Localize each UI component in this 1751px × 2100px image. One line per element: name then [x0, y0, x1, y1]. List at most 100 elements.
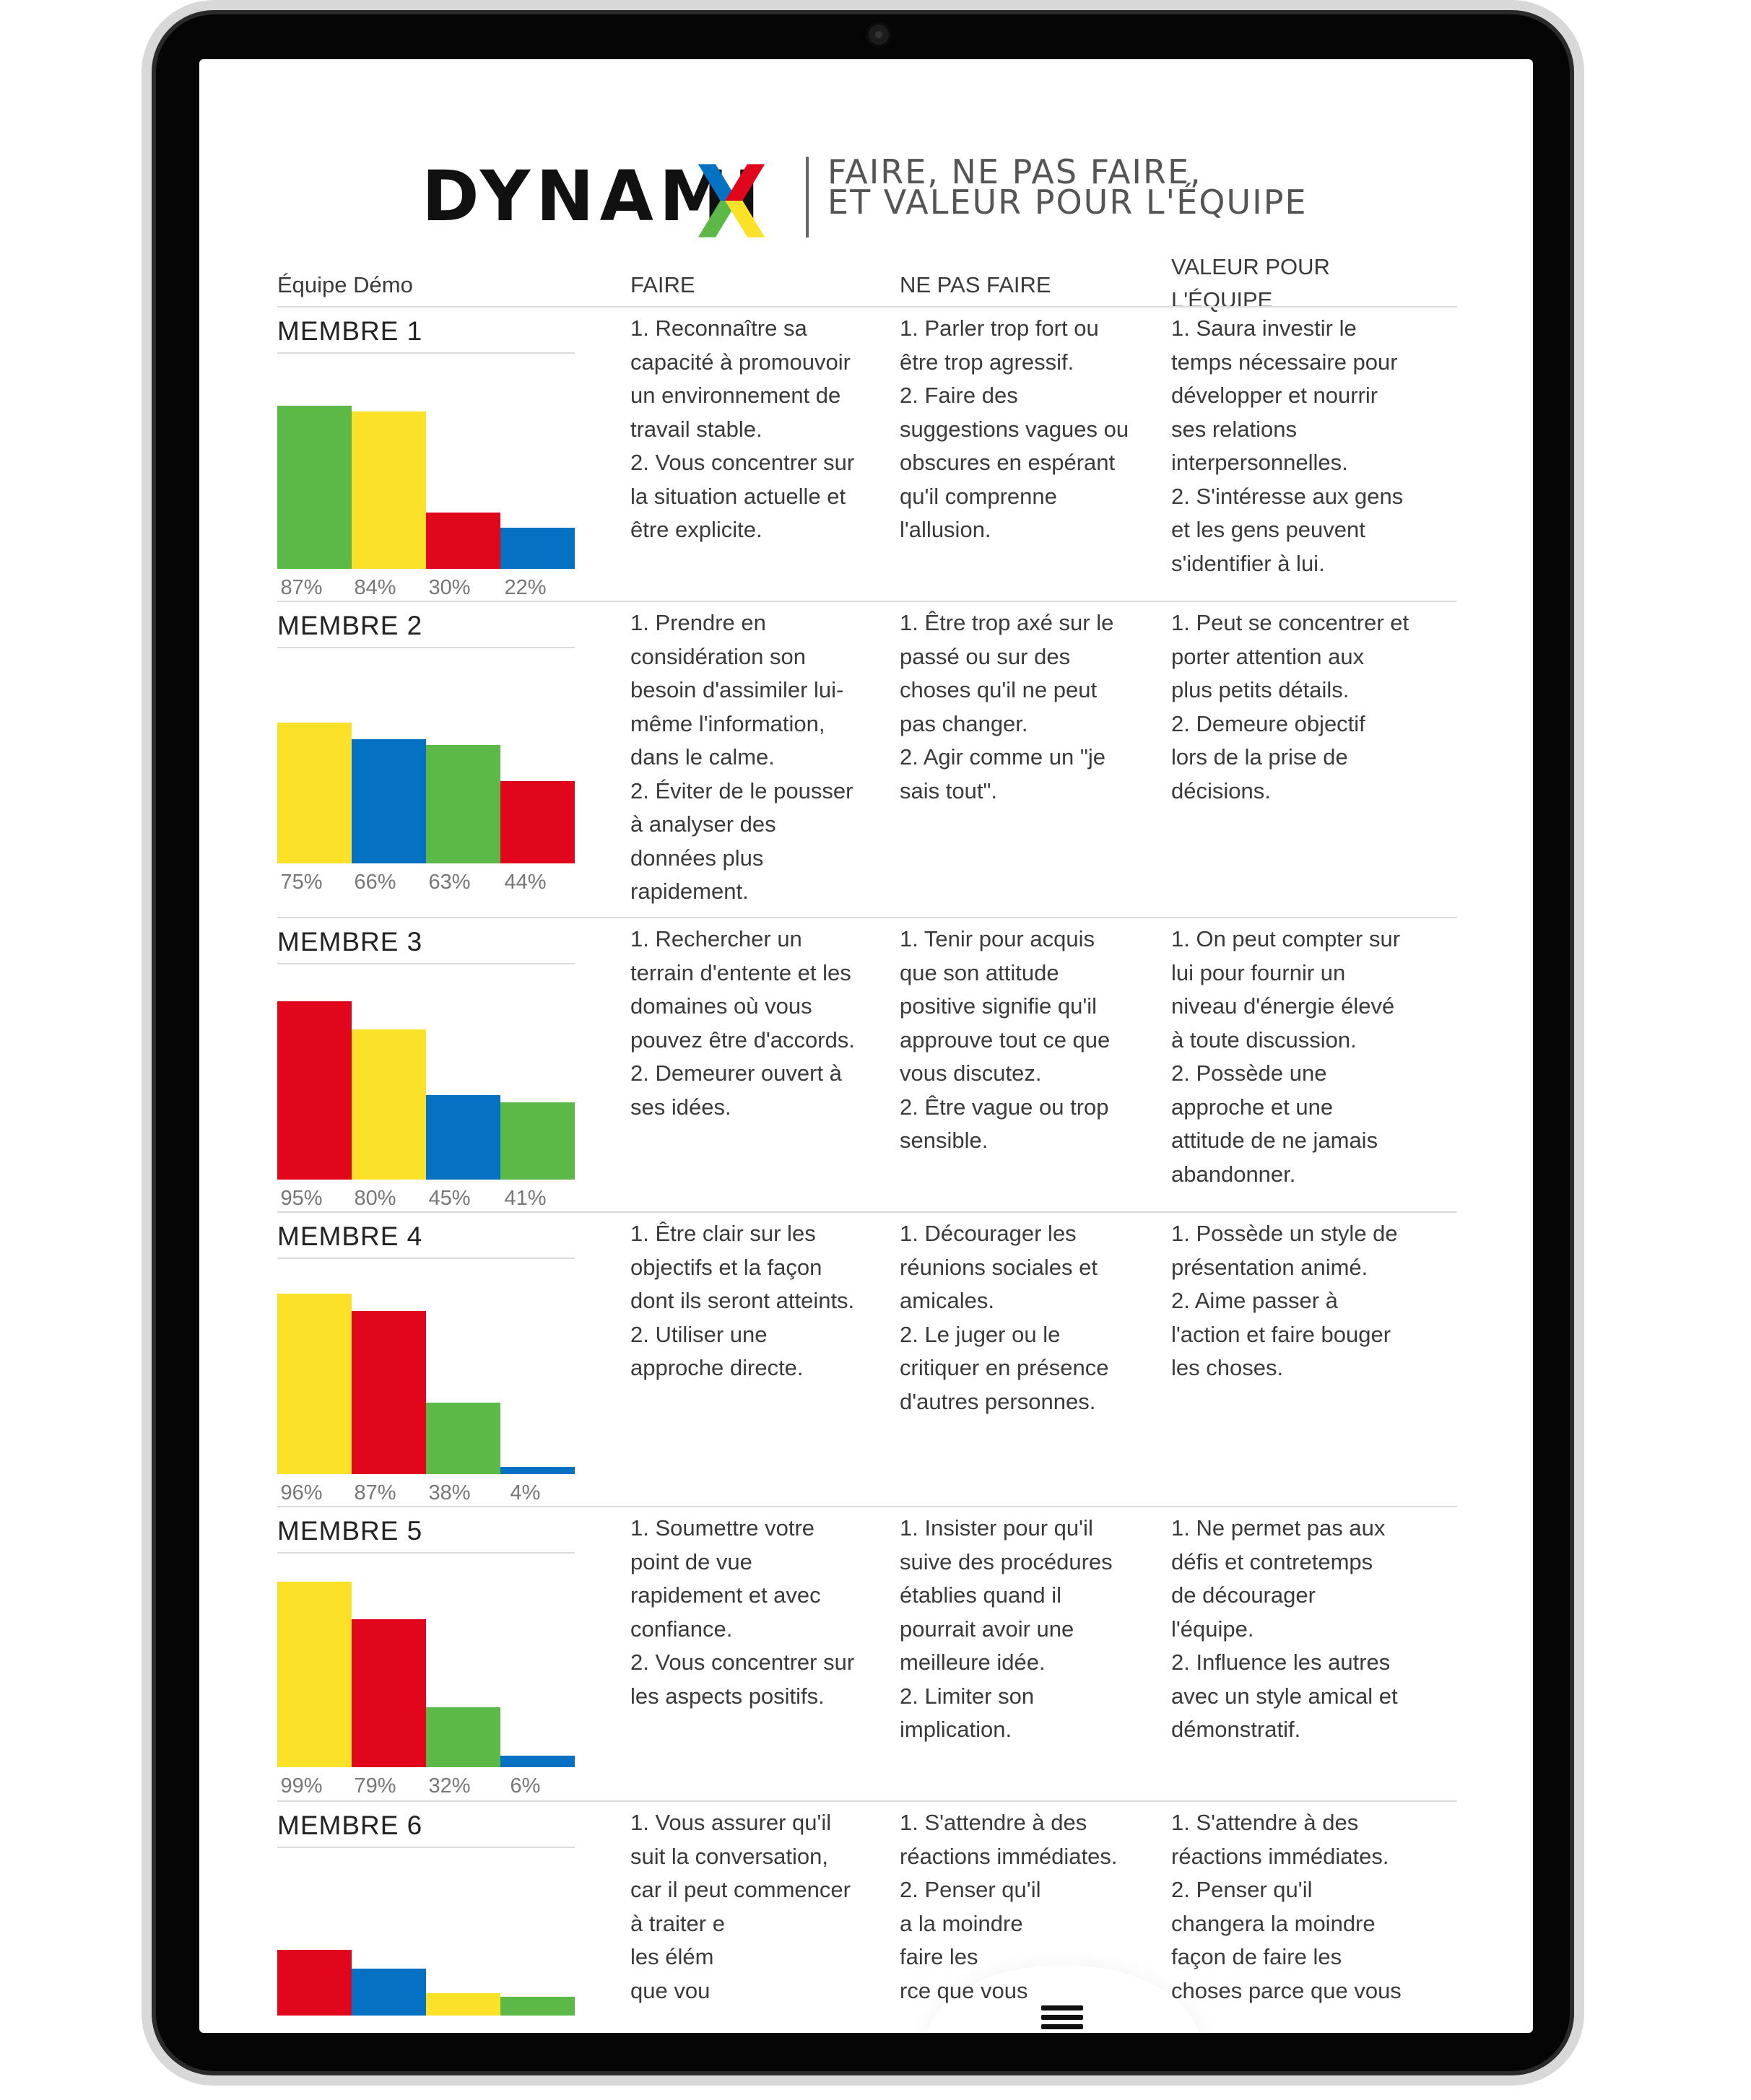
member-bar-chart	[277, 1286, 575, 1474]
cell-valeur: 1. Possède un style de présentation anim…	[1171, 1221, 1398, 1380]
bar-percentage-label: 75%	[280, 871, 323, 894]
bar-percentage-label: 38%	[428, 1481, 471, 1504]
column-header-faire: FAIRE	[630, 272, 695, 297]
bar-percentage-label: 87%	[354, 1481, 396, 1504]
member-name: MEMBRE 1	[277, 316, 423, 346]
bar-green	[500, 1102, 575, 1180]
bar-red	[352, 1619, 426, 1767]
bar-yellow	[352, 411, 426, 569]
bar-blue	[426, 1095, 500, 1180]
cell-faire: 1. Vous assurer qu'il suit la conversati…	[630, 1810, 851, 2003]
brand-tagline: FAIRE, NE PAS FAIRE, ET VALEUR POUR L'ÉQ…	[827, 152, 1308, 222]
member-name: MEMBRE 2	[277, 611, 423, 640]
cell-faire: 1. Être clair sur les objectifs et la fa…	[630, 1221, 855, 1380]
cell-valeur: 1. Saura investir le temps nécessaire po…	[1171, 315, 1404, 576]
cell-ne-pas-faire: 1. Tenir pour acquis que son attitude po…	[900, 926, 1111, 1153]
cell-faire: 1. Rechercher un terrain d'entente et le…	[630, 926, 855, 1120]
bar-percentage-label: 99%	[280, 1774, 323, 1798]
bar-blue	[500, 1467, 575, 1474]
cell-valeur: 1. Peut se concentrer et porter attentio…	[1171, 610, 1409, 803]
member-name-underline	[277, 963, 575, 964]
member-name-underline	[277, 1258, 575, 1259]
bar-yellow	[426, 1993, 500, 2016]
member-name-underline	[277, 647, 575, 648]
cell-faire: 1. Soumettre votre point de vue rapideme…	[630, 1515, 855, 1709]
bar-percentage-label: 95%	[280, 1187, 323, 1210]
bar-percentage-label: 80%	[354, 1187, 396, 1210]
tagline-line-2: ET VALEUR POUR L'ÉQUIPE	[827, 183, 1308, 222]
tagline-line-1: FAIRE, NE PAS FAIRE,	[827, 152, 1202, 191]
member-name-underline	[277, 352, 575, 354]
bar-percentage-label: 32%	[428, 1774, 471, 1798]
row-separator	[277, 306, 1457, 308]
bar-yellow	[277, 1294, 352, 1474]
row-separator	[277, 1506, 1457, 1507]
member-bar-chart	[277, 381, 575, 569]
cell-valeur: 1. On peut compter sur lui pour fournir …	[1171, 926, 1401, 1187]
bar-green	[426, 1707, 500, 1767]
row-separator	[277, 1211, 1457, 1213]
bar-red	[426, 513, 500, 569]
bar-percentage-label: 6%	[510, 1774, 541, 1798]
member-name: MEMBRE 3	[277, 927, 423, 957]
bar-percentage-label: 96%	[280, 1481, 323, 1504]
row-separator	[277, 917, 1457, 918]
member-name: MEMBRE 4	[277, 1221, 423, 1251]
bar-blue	[352, 739, 426, 863]
bar-percentage-label: 41%	[504, 1187, 547, 1210]
cell-ne-pas-faire: 1. Insister pour qu'il suive des procédu…	[900, 1515, 1113, 1742]
hamburger-menu-icon	[1041, 2024, 1083, 2029]
row-separator	[277, 1800, 1457, 1802]
bar-blue	[500, 528, 575, 569]
member-name: MEMBRE 5	[277, 1516, 423, 1546]
brand-x-logo-icon	[698, 164, 765, 238]
column-header-valeur: VALEUR POUR L'ÉQUIPE	[1171, 254, 1330, 313]
bar-percentage-label: 45%	[428, 1187, 471, 1210]
bar-percentage-label: 87%	[280, 576, 323, 599]
row-separator	[277, 601, 1457, 602]
cell-ne-pas-faire: 1. S'attendre à des réactions immédiates…	[900, 1810, 1118, 2003]
member-bar-chart	[277, 1828, 575, 2016]
tablet-screen: DYNAMI FAIRE, NE PAS FAIRE, ET VALEUR PO…	[199, 59, 1533, 2033]
bar-green	[426, 745, 500, 863]
bar-red	[277, 1001, 352, 1180]
member-bar-chart	[277, 992, 575, 1180]
bar-percentage-label: 44%	[504, 871, 547, 894]
cell-valeur: 1. S'attendre à des réactions immédiates…	[1171, 1810, 1402, 2003]
bar-green	[277, 406, 352, 569]
cell-valeur: 1. Ne permet pas aux défis et contretemp…	[1171, 1515, 1398, 1742]
bar-percentage-label: 79%	[354, 1774, 396, 1798]
cell-ne-pas-faire: 1. Décourager les réunions sociales et a…	[900, 1221, 1109, 1414]
bar-blue	[352, 1969, 426, 2016]
bar-green	[426, 1403, 500, 1474]
bar-percentage-label: 22%	[504, 576, 547, 599]
cell-faire: 1. Reconnaître sa capacité à promouvoir …	[630, 315, 855, 542]
bar-percentage-label: 63%	[428, 871, 471, 894]
hamburger-menu-icon	[1041, 2005, 1083, 2010]
bar-yellow	[277, 1582, 352, 1767]
bar-blue	[500, 1756, 575, 1767]
member-name: MEMBRE 6	[277, 1811, 423, 1840]
bar-percentage-label: 84%	[354, 576, 396, 599]
bar-percentage-label: 66%	[354, 871, 396, 894]
column-header-ne-pas-faire: NE PAS FAIRE	[900, 272, 1051, 297]
team-label: Équipe Démo	[277, 272, 413, 297]
cell-ne-pas-faire: 1. Parler trop fort ou être trop agressi…	[900, 315, 1129, 542]
brand-divider	[806, 157, 809, 238]
bar-yellow	[352, 1029, 426, 1180]
bar-percentage-label: 4%	[510, 1481, 541, 1504]
bar-yellow	[277, 723, 352, 863]
cell-ne-pas-faire: 1. Être trop axé sur le passé ou sur des…	[900, 610, 1114, 803]
front-camera	[866, 22, 892, 48]
bar-red	[277, 1950, 352, 2016]
member-bar-chart	[277, 676, 575, 863]
bar-red	[352, 1311, 426, 1474]
bar-red	[500, 781, 575, 863]
member-name-underline	[277, 1847, 575, 1848]
hamburger-menu-icon	[1041, 2015, 1083, 2020]
bar-green	[500, 1997, 575, 2016]
cell-faire: 1. Prendre en considération son besoin d…	[630, 610, 853, 904]
member-name-underline	[277, 1552, 575, 1554]
member-bar-chart	[277, 1580, 575, 1767]
bar-percentage-label: 30%	[428, 576, 471, 599]
